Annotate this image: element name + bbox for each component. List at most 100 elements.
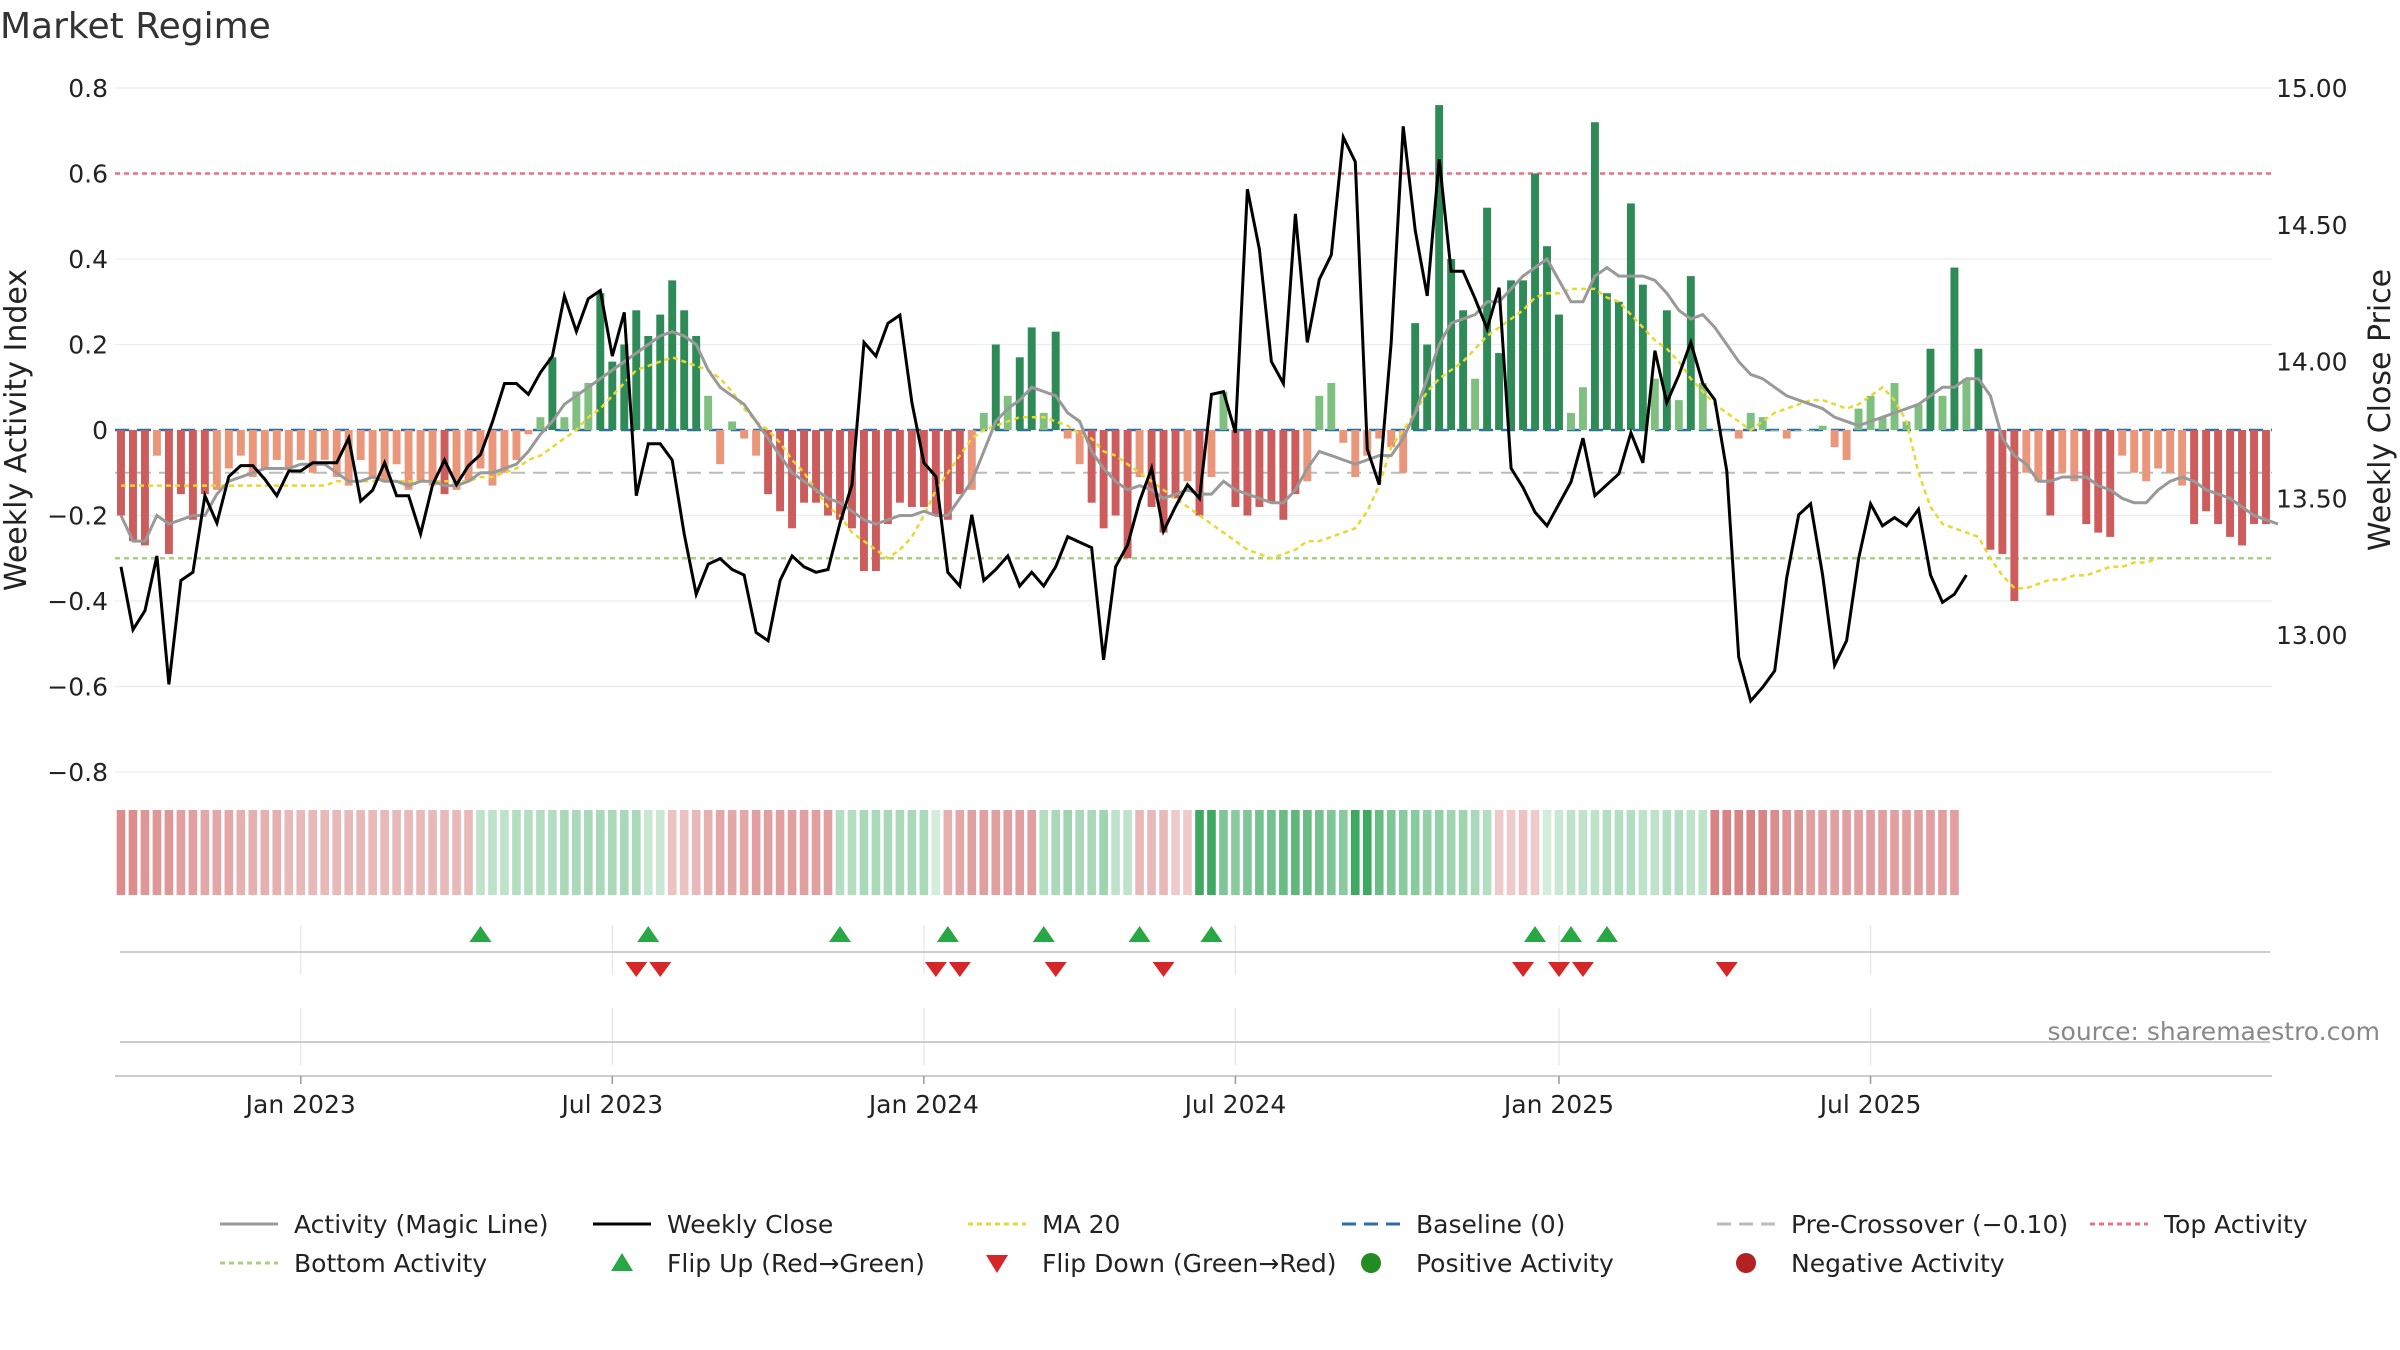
activity-bar [1483,207,1492,430]
left-tick-label: −0.2 [47,502,108,531]
activity-bar [332,430,341,478]
regime-cell [464,810,473,895]
activity-bar [176,430,185,495]
regime-cell [943,810,953,895]
regime-cell [1734,810,1744,895]
activity-bar [476,430,485,469]
activity-bar [248,430,257,478]
activity-bar [1854,408,1863,430]
activity-bar [344,430,353,486]
activity-bar [584,382,593,430]
activity-bar [1914,404,1923,430]
regime-cell [1722,810,1732,895]
activity-bar [1243,430,1252,516]
regime-cell [1782,810,1791,895]
activity-bar [2178,430,2187,486]
regime-cell [847,810,857,895]
x-tick-label: Jan 2024 [867,1090,979,1119]
activity-bar [1938,395,1947,430]
flip-up-marker [1200,926,1223,942]
activity-bar [548,357,557,430]
activity-bar [416,430,425,482]
activity-bar [860,430,868,572]
activity-bar [2106,430,2115,537]
activity-bar [1531,173,1539,430]
activity-bar [1662,310,1671,430]
regime-cell [440,810,449,895]
activity-bar [2202,430,2211,512]
activity-bar [668,280,677,430]
left-tick-label: 0.8 [68,74,108,103]
activity-bar [2238,430,2246,546]
activity-bar [2214,430,2223,525]
regime-cell [1374,810,1384,895]
activity-bar [1183,430,1192,482]
activity-bar [2190,430,2199,525]
left-tick-label: 0.4 [68,245,108,274]
activity-bar [883,430,892,525]
regime-cell [380,810,389,895]
regime-cell [1207,810,1216,895]
activity-bar [692,335,701,430]
regime-cell [811,810,821,895]
regime-cell [1255,810,1264,895]
regime-cell [895,810,905,895]
activity-bar [1459,310,1468,430]
activity-bar [1219,391,1228,430]
regime-cell [1087,810,1096,895]
legend: Activity (Magic Line) Weekly Close MA 20 Ba… [220,1210,2308,1278]
activity-bar [1782,430,1791,439]
activity-bar [296,430,305,460]
legend-label: Pre-Crossover (−0.10) [1791,1210,2068,1239]
regime-cell [1183,810,1192,895]
activity-bar [1519,280,1527,430]
regime-cell [392,810,401,895]
right-y-axis-label: Weekly Close Price [2363,269,2398,551]
activity-bar [1171,430,1180,499]
regime-cell [1866,810,1875,895]
flip-down-marker [649,962,672,977]
regime-cell [512,810,521,895]
regime-cell [272,810,282,895]
regime-cell [404,810,413,895]
activity-bar [644,335,653,430]
regime-cell [1950,810,1959,895]
right-tick-label: 14.00 [2276,348,2348,377]
activity-bar [404,430,413,490]
activity-bar [1027,327,1036,430]
activity-bar [740,430,749,439]
flip-up-marker [1559,926,1582,942]
activity-bar [955,430,964,495]
activity-bar [788,430,797,529]
regime-cell [1386,810,1396,895]
regime-cell [224,810,234,895]
weekly-close-line [119,126,1968,704]
activity-bar [260,430,269,469]
regime-cell [368,810,377,895]
left-tick-label: −0.6 [47,673,108,702]
legend-label: MA 20 [1042,1210,1120,1239]
activity-bar [1339,430,1348,443]
activity-bar [212,430,221,490]
legend-swatch [611,1253,633,1271]
activity-bar [1051,331,1060,430]
regime-cell [344,810,353,895]
activity-bar [800,430,808,503]
regime-cell [200,810,210,895]
y-ticks: 0.8 0.6 0.4 0.2 0 −0.2 −0.4 −0.6 −0.8 15.00 14.50 1… [47,74,2347,787]
regime-cell [212,810,222,895]
activity-bar [632,310,641,430]
regime-cell [1686,810,1696,895]
activity-bar [1135,430,1144,478]
flip-down-marker [1715,962,1738,977]
regime-cell [1602,810,1612,895]
activity-bar [764,430,773,495]
regime-cell [416,810,425,895]
flip-down-marker [948,962,971,977]
activity-bar [1015,357,1024,430]
activity-bar [2022,430,2031,473]
regime-cell [1326,810,1336,895]
regime-cell [1854,810,1863,895]
activity-bar [1602,293,1611,430]
